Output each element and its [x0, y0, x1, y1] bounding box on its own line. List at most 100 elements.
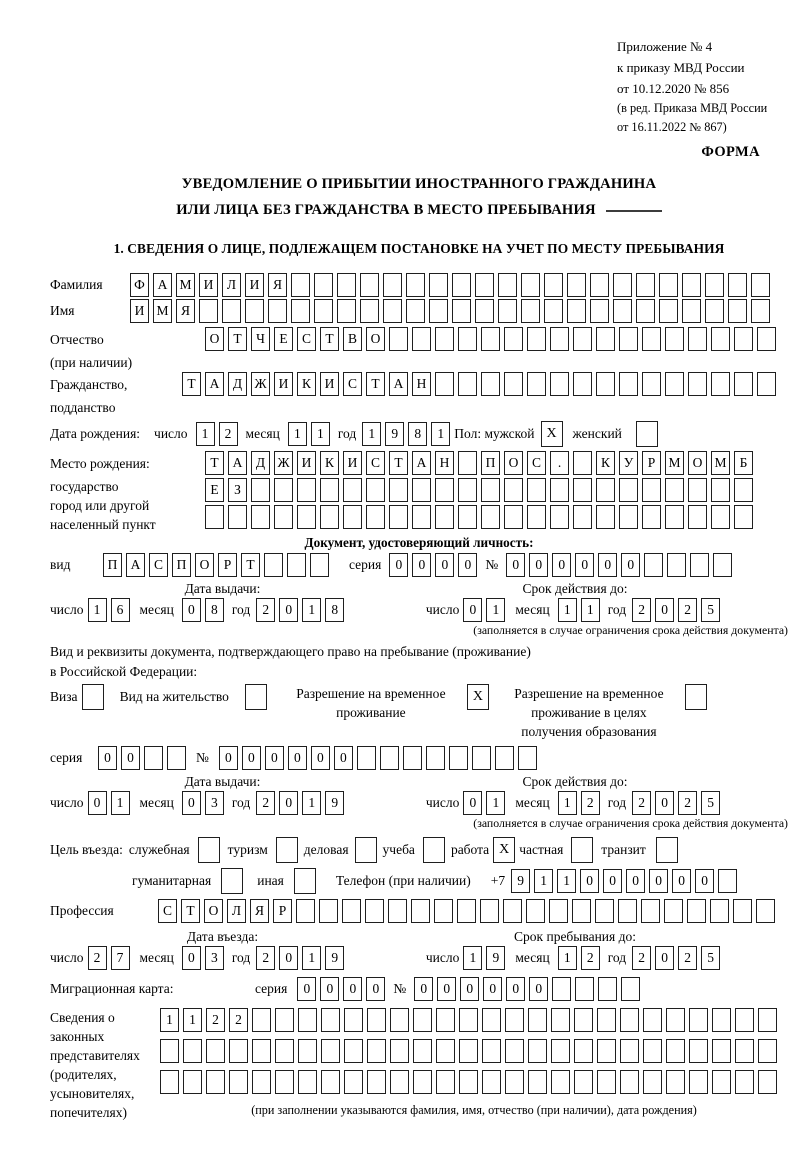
char-box[interactable]: Я — [176, 299, 195, 323]
char-box[interactable]: 2 — [580, 946, 600, 970]
char-box[interactable]: 1 — [160, 1008, 179, 1032]
char-box[interactable] — [528, 1070, 547, 1094]
char-box[interactable] — [751, 299, 770, 323]
char-box[interactable] — [735, 1008, 754, 1032]
char-box[interactable] — [575, 977, 595, 1001]
char-box[interactable]: 0 — [575, 553, 595, 577]
char-box[interactable] — [527, 478, 546, 502]
char-box[interactable]: Т — [389, 451, 408, 475]
char-box[interactable]: 0 — [506, 977, 526, 1001]
char-box[interactable] — [458, 327, 477, 351]
char-box[interactable]: Ф — [130, 273, 149, 297]
char-box[interactable] — [481, 505, 500, 529]
char-box[interactable] — [344, 1039, 363, 1063]
char-box[interactable] — [758, 1070, 777, 1094]
char-box[interactable]: 1 — [486, 598, 506, 622]
char-box[interactable] — [245, 299, 264, 323]
char-box[interactable] — [480, 899, 499, 923]
char-box[interactable]: 0 — [529, 553, 549, 577]
char-box[interactable]: М — [176, 273, 195, 297]
char-box[interactable]: 0 — [655, 598, 675, 622]
char-box[interactable] — [734, 478, 753, 502]
char-box[interactable]: 0 — [463, 598, 483, 622]
char-box[interactable] — [688, 372, 707, 396]
char-box[interactable] — [659, 299, 678, 323]
char-box[interactable]: О — [195, 553, 214, 577]
char-box[interactable]: 0 — [529, 977, 549, 1001]
char-box[interactable] — [412, 505, 431, 529]
char-box[interactable]: 0 — [297, 977, 317, 1001]
char-box[interactable]: 0 — [181, 598, 201, 622]
char-box[interactable] — [642, 505, 661, 529]
char-box[interactable] — [275, 1070, 294, 1094]
char-box[interactable] — [644, 553, 664, 577]
char-box[interactable] — [619, 478, 638, 502]
char-box[interactable] — [550, 478, 569, 502]
char-box[interactable] — [406, 273, 425, 297]
char-box[interactable] — [475, 299, 494, 323]
char-box[interactable] — [342, 899, 361, 923]
char-box[interactable] — [367, 1008, 386, 1032]
char-box[interactable]: . — [550, 451, 569, 475]
char-box[interactable]: 0 — [181, 791, 201, 815]
char-box[interactable] — [452, 273, 471, 297]
char-box[interactable] — [711, 372, 730, 396]
char-box[interactable]: 0 — [320, 977, 340, 1001]
char-box[interactable] — [504, 327, 523, 351]
char-box[interactable]: 2 — [218, 422, 238, 446]
char-box[interactable] — [229, 1070, 248, 1094]
char-box[interactable] — [643, 1039, 662, 1063]
char-box[interactable]: 0 — [655, 791, 675, 815]
char-box[interactable]: 2 — [678, 946, 698, 970]
char-box[interactable]: 1 — [557, 869, 577, 893]
char-box[interactable] — [475, 273, 494, 297]
char-box[interactable]: 0 — [287, 746, 307, 770]
char-box[interactable] — [199, 299, 218, 323]
char-box[interactable]: 2 — [256, 791, 276, 815]
char-box[interactable]: 0 — [621, 553, 641, 577]
char-box[interactable]: 0 — [626, 869, 646, 893]
char-box[interactable] — [388, 899, 407, 923]
char-box[interactable]: 8 — [325, 598, 345, 622]
char-box[interactable] — [360, 299, 379, 323]
purpose-private-checkbox[interactable] — [571, 837, 594, 863]
char-box[interactable]: 0 — [672, 869, 692, 893]
char-box[interactable]: 5 — [701, 946, 721, 970]
char-box[interactable]: А — [389, 372, 408, 396]
char-box[interactable]: 0 — [181, 946, 201, 970]
char-box[interactable]: П — [172, 553, 191, 577]
char-box[interactable]: А — [205, 372, 224, 396]
char-box[interactable] — [459, 1008, 478, 1032]
char-box[interactable] — [550, 327, 569, 351]
char-box[interactable]: 2 — [580, 791, 600, 815]
char-box[interactable]: Д — [228, 372, 247, 396]
char-box[interactable] — [504, 372, 523, 396]
char-box[interactable] — [711, 478, 730, 502]
char-box[interactable]: У — [619, 451, 638, 475]
char-box[interactable]: Т — [366, 372, 385, 396]
char-box[interactable] — [144, 746, 163, 770]
char-box[interactable] — [596, 372, 615, 396]
char-box[interactable] — [758, 1039, 777, 1063]
char-box[interactable] — [482, 1039, 501, 1063]
char-box[interactable]: 0 — [310, 746, 330, 770]
char-box[interactable] — [367, 1070, 386, 1094]
char-box[interactable]: 8 — [204, 598, 224, 622]
char-box[interactable] — [550, 505, 569, 529]
char-box[interactable]: 1 — [362, 422, 382, 446]
char-box[interactable] — [205, 505, 224, 529]
char-box[interactable] — [689, 1008, 708, 1032]
char-box[interactable] — [365, 899, 384, 923]
char-box[interactable] — [482, 1008, 501, 1032]
char-box[interactable]: 0 — [695, 869, 715, 893]
char-box[interactable] — [481, 327, 500, 351]
char-box[interactable]: 0 — [483, 977, 503, 1001]
char-box[interactable]: 0 — [264, 746, 284, 770]
char-box[interactable] — [413, 1008, 432, 1032]
char-box[interactable] — [517, 746, 537, 770]
temp-permit-checkbox[interactable]: X — [466, 684, 489, 710]
char-box[interactable] — [321, 1008, 340, 1032]
char-box[interactable]: 1 — [287, 422, 307, 446]
char-box[interactable]: 0 — [333, 746, 353, 770]
char-box[interactable] — [528, 1008, 547, 1032]
